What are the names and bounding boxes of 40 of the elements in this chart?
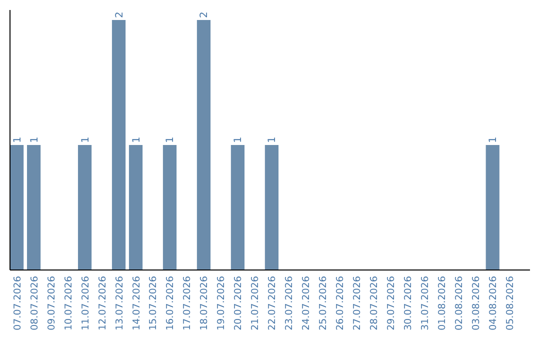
data-label: 2	[114, 12, 126, 18]
x-tick-label: 05.08.2026	[505, 276, 516, 330]
x-tick-label: 24.07.2026	[301, 276, 312, 330]
x-tick-label: 09.07.2026	[46, 276, 58, 330]
x-tick-label: 27.07.2026	[352, 276, 364, 330]
x-tick-label: 31.07.2026	[420, 276, 432, 330]
data-label: 2	[199, 12, 210, 18]
data-label: 1	[29, 136, 40, 143]
x-tick-label: 11.07.2026	[80, 276, 92, 330]
x-tick-label: 13.07.2026	[114, 276, 126, 330]
x-tick-label: 10.07.2026	[63, 276, 74, 330]
x-tick-label: 12.07.2026	[97, 276, 108, 330]
x-tick-label: 28.07.2026	[369, 276, 380, 330]
x-tick-label: 29.07.2026	[386, 276, 398, 330]
data-label: 1	[80, 136, 92, 143]
x-tick-label: 03.08.2026	[471, 276, 482, 330]
data-label: 1	[233, 136, 244, 143]
x-tick-label: 26.07.2026	[335, 276, 346, 330]
x-tick-label: 02.08.2026	[454, 276, 466, 330]
x-tick-label: 15.07.2026	[148, 276, 160, 330]
data-label: 1	[165, 136, 176, 143]
x-tick-label: 01.08.2026	[437, 276, 448, 330]
data-label: 1	[131, 136, 142, 143]
data-label: 1	[488, 136, 500, 143]
x-tick-label: 25.07.2026	[318, 276, 330, 330]
x-tick-label: 07.07.2026	[12, 276, 24, 330]
x-tick-label: 14.07.2026	[131, 276, 142, 330]
x-tick-label: 18.07.2026	[199, 276, 210, 330]
x-tick-label: 16.07.2026	[165, 276, 176, 330]
x-tick-label: 23.07.2026	[284, 276, 296, 330]
data-label: 1	[12, 136, 24, 143]
x-tick-label: 22.07.2026	[267, 276, 278, 330]
data-label: 1	[267, 136, 278, 143]
x-tick-label: 08.07.2026	[29, 276, 40, 330]
x-tick-label: 21.07.2026	[250, 276, 262, 330]
x-tick-label: 20.07.2026	[233, 276, 244, 330]
x-tick-label: 30.07.2026	[403, 276, 414, 330]
x-tick-label: 19.07.2026	[216, 276, 228, 330]
x-tick-label: 04.08.2026	[488, 276, 500, 330]
x-tick-label: 17.07.2026	[182, 276, 194, 330]
